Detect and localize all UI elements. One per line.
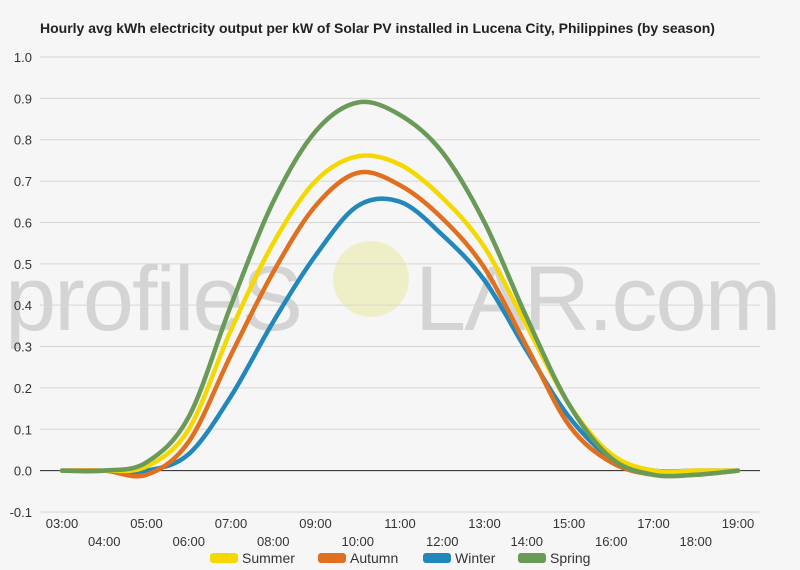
x-tick-label: 08:00 (257, 534, 290, 549)
x-tick-label: 07:00 (215, 516, 248, 531)
legend-label-spring: Spring (550, 550, 590, 566)
x-tick-label: 03:00 (46, 516, 79, 531)
x-tick-label: 12:00 (426, 534, 459, 549)
series-line-spring (59, 99, 741, 479)
x-tick-label: 19:00 (722, 516, 755, 531)
y-tick-label: 0.1 (14, 422, 32, 437)
x-tick-label: 18:00 (679, 534, 712, 549)
x-tick-label: 15:00 (553, 516, 586, 531)
y-tick-label: 0.6 (14, 215, 32, 230)
series-line-summer (59, 153, 741, 475)
legend-label-winter: Winter (455, 550, 496, 566)
x-tick-label: 14:00 (510, 534, 543, 549)
legend-swatch-summer (210, 553, 238, 563)
y-tick-label: 0.7 (14, 174, 32, 189)
x-tick-label: 05:00 (130, 516, 163, 531)
x-axis: 03:00 04:00 05:00 06:00 07:00 08:00 09:00 10:00… (46, 516, 755, 549)
y-tick-label: 0.0 (14, 464, 32, 479)
legend-swatch-autumn (318, 553, 346, 563)
x-tick-label: 11:00 (384, 516, 416, 531)
chart-title: Hourly avg kWh electricity output per kW… (40, 20, 715, 36)
watermark-text-right: LAR.com (415, 248, 779, 350)
x-tick-label: 06:00 (172, 534, 205, 549)
y-tick-label: 0.3 (14, 340, 32, 355)
legend-swatch-spring (518, 553, 546, 563)
y-tick-label: 0.8 (14, 133, 32, 148)
series-line-autumn (59, 169, 741, 479)
x-tick-label: 16:00 (595, 534, 628, 549)
legend-label-summer: Summer (242, 550, 295, 566)
y-axis: 1.0 0.9 0.8 0.7 0.6 0.5 0.4 0.3 0.2 0.1 0.0 -0.1 (10, 50, 32, 520)
series-lines (59, 99, 741, 479)
legend: Summer Autumn Winter Spring (210, 550, 590, 566)
x-tick-label: 04:00 (88, 534, 121, 549)
watermark-text-left: profileS (5, 248, 301, 350)
y-tick-label: -0.1 (10, 505, 32, 520)
x-tick-label: 13:00 (468, 516, 501, 531)
legend-swatch-winter (423, 553, 451, 563)
x-tick-label: 10:00 (341, 534, 374, 549)
watermark-sun (333, 241, 409, 317)
grid (40, 56, 760, 513)
y-tick-label: 0.9 (14, 91, 32, 106)
x-tick-label: 09:00 (299, 516, 332, 531)
y-tick-label: 0.4 (14, 298, 32, 313)
y-tick-label: 0.5 (14, 257, 32, 272)
y-tick-label: 1.0 (14, 50, 32, 65)
y-tick-label: 0.2 (14, 381, 32, 396)
x-tick-label: 17:00 (637, 516, 670, 531)
legend-label-autumn: Autumn (350, 550, 398, 566)
